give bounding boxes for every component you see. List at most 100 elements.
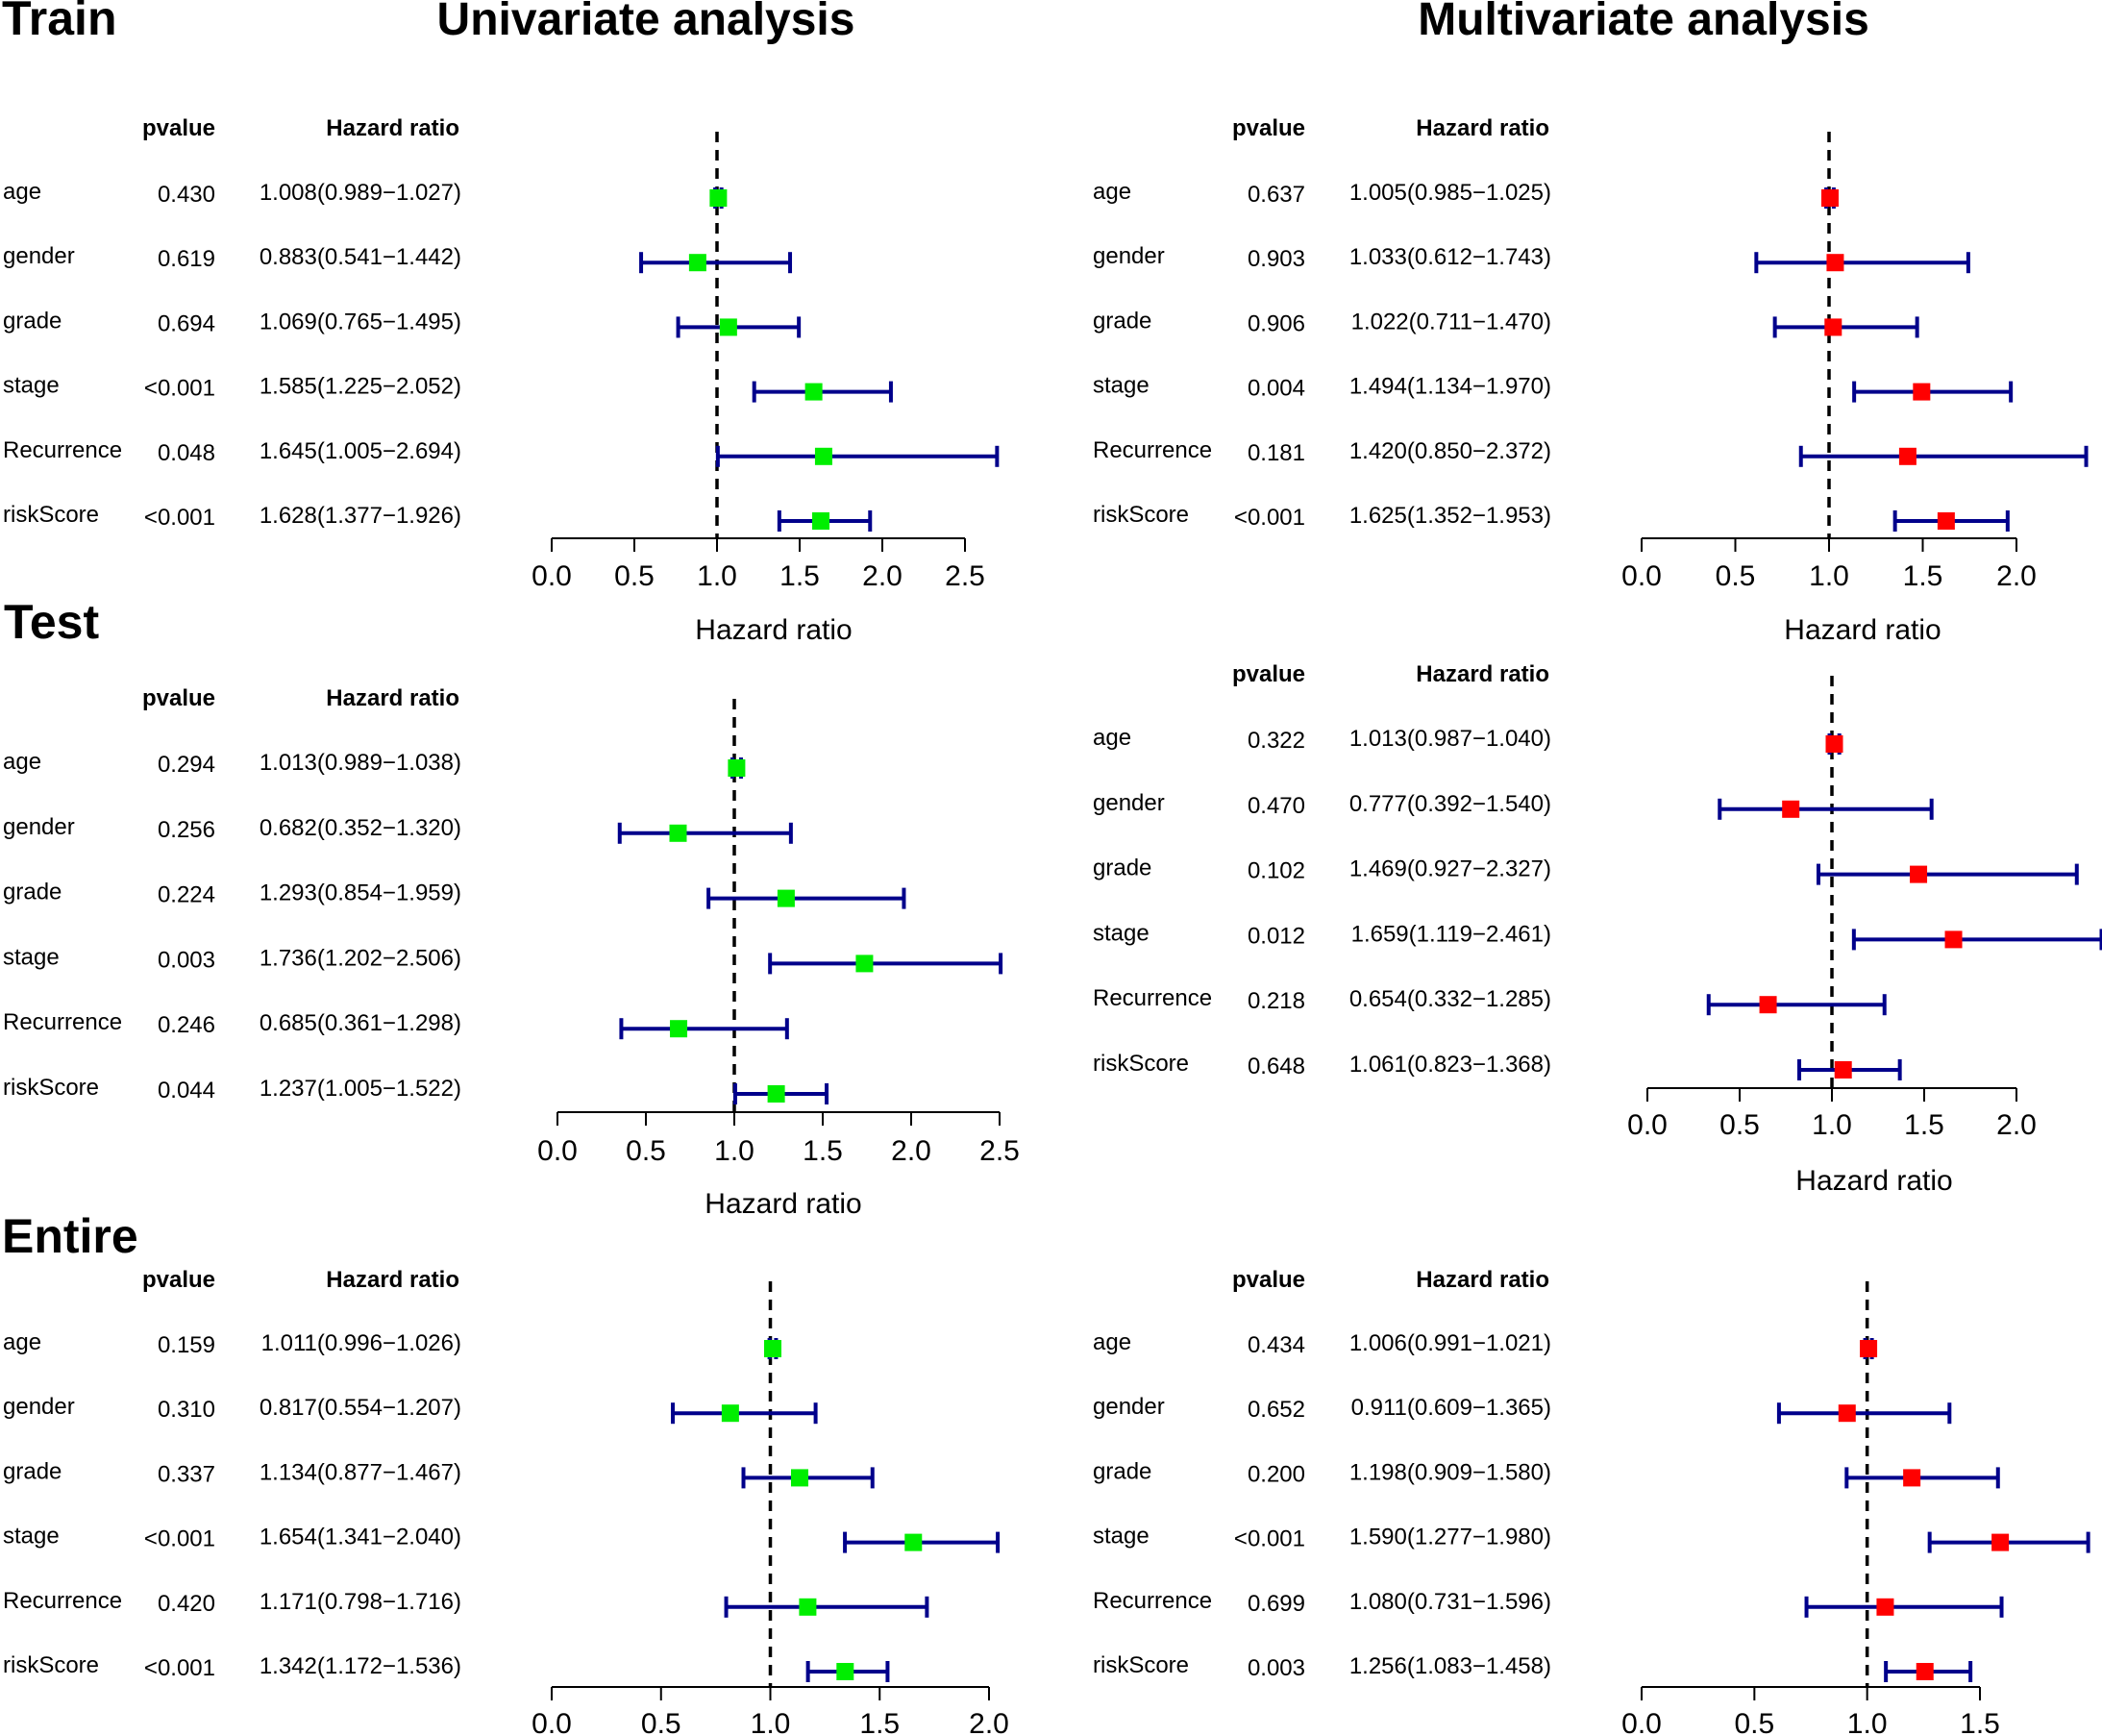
forest-panel-train-multivariate: pvalue Hazard ratio age 0.637 1.005(0.985−1.… — [1093, 115, 2089, 646]
pvalue-value: 0.003 — [158, 947, 215, 973]
variable-label: Recurrence — [1093, 437, 1212, 463]
pvalue-value: 0.637 — [1248, 182, 1305, 208]
variable-label: gender — [3, 814, 75, 840]
forest-row-age: age 0.434 1.006(0.991−1.021) — [1093, 1329, 1878, 1359]
hazard-ratio-value: 1.494(1.134−1.970) — [1349, 374, 1551, 400]
hazard-ratio-value: 0.817(0.554−1.207) — [260, 1395, 461, 1421]
hazard-ratio-value: 1.293(0.854−1.959) — [260, 880, 461, 906]
variable-label: Recurrence — [3, 1588, 122, 1614]
hazard-ratio-marker — [721, 1404, 739, 1423]
variable-label: age — [1093, 725, 1131, 751]
hazard-ratio-value: 1.022(0.711−1.470) — [1351, 309, 1551, 335]
hazard-ratio-marker — [1820, 189, 1839, 207]
variable-label: gender — [3, 243, 75, 269]
x-tick-label: 0.5 — [1734, 1708, 1774, 1736]
hazard-ratio-marker — [1991, 1533, 2010, 1551]
hazard-ratio-marker — [804, 383, 823, 401]
forest-row-riskscore: riskScore <0.001 1.342(1.172−1.536) — [3, 1652, 890, 1682]
hazard-ratio-marker — [790, 1469, 808, 1487]
hazard-ratio-value: 1.590(1.277−1.980) — [1349, 1525, 1551, 1550]
section-title-entire: Entire — [2, 1209, 138, 1263]
forest-row-stage: stage 0.003 1.736(1.202−2.506) — [3, 944, 1003, 975]
variable-label: grade — [1093, 308, 1151, 334]
pvalue-value: 0.619 — [158, 246, 215, 272]
forest-row-grade: grade 0.200 1.198(0.909−1.580) — [1093, 1458, 2000, 1489]
x-tick-label: 1.5 — [1904, 1109, 1944, 1141]
hazard-ratio-value: 1.736(1.202−2.506) — [260, 945, 461, 971]
pvalue-header: pvalue — [1232, 115, 1305, 141]
pvalue-value: 0.903 — [1248, 246, 1305, 272]
variable-label: stage — [1093, 1524, 1150, 1550]
section-title-test: Test — [4, 595, 99, 649]
forest-row-recurrence: Recurrence 0.246 0.685(0.361−1.298) — [3, 1009, 789, 1040]
hazard-ratio-value: 1.625(1.352−1.953) — [1349, 503, 1551, 529]
hazard-ratio-marker — [719, 318, 737, 336]
hazard-ratio-value: 1.654(1.341−2.040) — [260, 1525, 461, 1550]
x-tick-label: 1.5 — [779, 560, 820, 592]
forest-row-stage: stage <0.001 1.590(1.277−1.980) — [1093, 1524, 2090, 1553]
x-tick-label: 0.0 — [1621, 560, 1662, 592]
x-tick-label: 1.5 — [1960, 1708, 2000, 1736]
x-tick-label: 1.5 — [1903, 560, 1943, 592]
hazard-ratio-value: 1.628(1.377−1.926) — [260, 503, 461, 529]
hazard-ratio-value: 1.659(1.119−2.461) — [1351, 921, 1551, 947]
hazard-ratio-value: 1.420(0.850−2.372) — [1349, 438, 1551, 464]
forest-row-riskscore: riskScore 0.044 1.237(1.005−1.522) — [3, 1075, 829, 1104]
variable-label: riskScore — [1093, 502, 1189, 528]
hazard-ratio-header: Hazard ratio — [326, 685, 459, 711]
variable-label: stage — [3, 1524, 60, 1550]
variable-label: Recurrence — [3, 1009, 122, 1035]
hazard-ratio-value: 0.685(0.361−1.298) — [260, 1010, 461, 1036]
hazard-ratio-value: 0.654(0.332−1.285) — [1349, 986, 1551, 1012]
variable-label: stage — [3, 944, 60, 970]
hazard-ratio-value: 1.342(1.172−1.536) — [260, 1653, 461, 1679]
hazard-ratio-header: Hazard ratio — [1416, 115, 1549, 141]
forest-row-age: age 0.430 1.008(0.989−1.027) — [3, 179, 728, 209]
hazard-ratio-marker — [812, 512, 830, 530]
x-tick-label: 2.0 — [891, 1135, 931, 1167]
pvalue-value: 0.434 — [1248, 1332, 1305, 1358]
hazard-ratio-value: 1.069(0.765−1.495) — [260, 309, 461, 335]
variable-label: grade — [1093, 856, 1151, 881]
pvalue-value: 0.102 — [1248, 858, 1305, 884]
hazard-ratio-value: 1.080(0.731−1.596) — [1349, 1589, 1551, 1615]
hazard-ratio-marker — [1759, 996, 1777, 1014]
hazard-ratio-value: 1.013(0.989−1.038) — [260, 750, 461, 776]
pvalue-value: 0.906 — [1248, 310, 1305, 336]
x-tick-label: 2.0 — [1996, 1109, 2037, 1141]
variable-label: grade — [3, 880, 62, 905]
forest-row-riskscore: riskScore <0.001 1.628(1.377−1.926) — [3, 502, 873, 532]
hazard-ratio-marker — [904, 1533, 923, 1551]
x-tick-label: 0.5 — [626, 1135, 666, 1167]
forest-panel-train-univariate: pvalue Hazard ratio age 0.430 1.008(0.989−1.… — [3, 115, 1000, 646]
hazard-ratio-value: 1.013(0.987−1.040) — [1349, 726, 1551, 752]
hazard-ratio-marker — [1824, 318, 1842, 336]
variable-label: riskScore — [3, 1075, 99, 1101]
forest-row-recurrence: Recurrence 0.699 1.080(0.731−1.596) — [1093, 1588, 2004, 1618]
forest-row-age: age 0.294 1.013(0.989−1.038) — [3, 749, 746, 779]
x-axis-title: Hazard ratio — [1784, 614, 1941, 646]
pvalue-value: 0.652 — [1248, 1397, 1305, 1423]
pvalue-value: 0.648 — [1248, 1054, 1305, 1079]
variable-label: gender — [1093, 1394, 1165, 1420]
x-tick-label: 2.5 — [945, 560, 985, 592]
pvalue-value: 0.159 — [158, 1332, 215, 1358]
variable-label: riskScore — [1093, 1652, 1189, 1678]
x-tick-label: 0.5 — [1719, 1109, 1760, 1141]
x-tick-label: 0.5 — [1716, 560, 1756, 592]
variable-label: gender — [1093, 790, 1165, 816]
hazard-ratio-marker — [855, 955, 874, 973]
pvalue-value: <0.001 — [144, 1655, 215, 1681]
pvalue-value: 0.430 — [158, 182, 215, 208]
x-tick-label: 2.0 — [969, 1708, 1009, 1736]
forest-panel-test-multivariate: pvalue Hazard ratio age 0.322 1.013(0.987−1.… — [1093, 661, 2102, 1197]
hazard-ratio-marker — [799, 1598, 817, 1616]
x-tick-label: 1.5 — [803, 1135, 843, 1167]
hazard-ratio-marker — [1937, 512, 1955, 530]
hazard-ratio-value: 1.469(0.927−2.327) — [1349, 856, 1551, 882]
hazard-ratio-marker — [836, 1663, 854, 1680]
hazard-ratio-marker — [669, 824, 687, 842]
variable-label: Recurrence — [1093, 985, 1212, 1011]
variable-label: gender — [3, 1394, 75, 1420]
x-tick-label: 1.0 — [1809, 560, 1849, 592]
